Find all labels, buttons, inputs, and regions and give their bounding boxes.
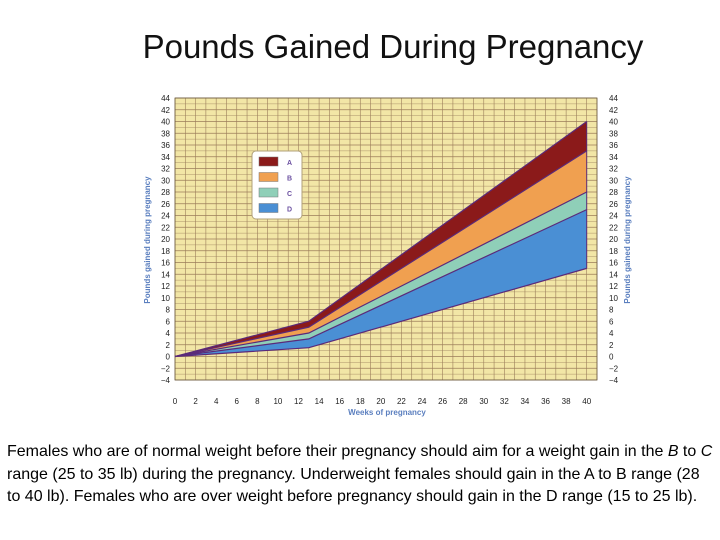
y-tick-label-left: 20 <box>161 235 170 244</box>
y-tick-label-left: 4 <box>166 329 171 338</box>
boundary-line <box>174 191 587 358</box>
y-tick-label-right: 6 <box>609 317 614 326</box>
y-tick-label-left: 12 <box>161 282 170 291</box>
x-tick-label: 2 <box>193 397 198 406</box>
x-tick-label: 14 <box>315 397 324 406</box>
y-tick-label-right: 34 <box>609 153 618 162</box>
y-tick-label-right: 18 <box>609 247 618 256</box>
x-tick-label: 20 <box>376 397 385 406</box>
plot-frame <box>174 97 598 381</box>
legend-label-b: B <box>287 176 292 183</box>
y-tick-label-right: 22 <box>609 223 618 232</box>
y-tick-label-left: 2 <box>166 341 171 350</box>
x-tick-label: 12 <box>294 397 303 406</box>
legend-box <box>251 150 303 220</box>
x-tick-label: 30 <box>479 397 488 406</box>
page-title: Pounds Gained During Pregnancy <box>142 28 644 65</box>
y-tick-label-right: 24 <box>609 212 618 221</box>
y-tick-label-right: 36 <box>609 141 618 150</box>
y-tick-label-right: 20 <box>609 235 618 244</box>
legend-label-d: D <box>287 207 292 214</box>
y-tick-label-left: 28 <box>161 188 170 197</box>
y-tick-label-right: 16 <box>609 259 618 268</box>
x-tick-label: 38 <box>562 397 571 406</box>
caption-text-1: Females who are of normal weight before … <box>7 443 668 460</box>
y-tick-label-left: 44 <box>161 94 170 103</box>
y-tick-label-left: 42 <box>161 106 170 115</box>
legend-swatch-d <box>258 203 279 213</box>
x-tick-label: 6 <box>235 397 240 406</box>
x-tick-label: 16 <box>335 397 344 406</box>
y-tick-label-left: 26 <box>161 200 170 209</box>
y-tick-label-right: 40 <box>609 118 618 127</box>
x-tick-label: 32 <box>500 397 509 406</box>
y-tick-label-left: 16 <box>161 259 170 268</box>
boundary-line <box>174 267 587 358</box>
boundary-line <box>174 150 588 358</box>
x-tick-label: 34 <box>520 397 529 406</box>
x-tick-label: 0 <box>173 397 178 406</box>
x-tick-label: 10 <box>273 397 282 406</box>
x-tick-label: 36 <box>541 397 550 406</box>
y-tick-label-left: −4 <box>161 376 171 385</box>
y-tick-label-left: 18 <box>161 247 170 256</box>
y-tick-label-left: 38 <box>161 129 170 138</box>
caption-range-c: C <box>700 443 713 460</box>
legend-swatch-a <box>258 156 279 167</box>
y-tick-label-left: 36 <box>161 141 170 150</box>
y-tick-label-left: 32 <box>161 165 170 174</box>
y-tick-label-left: −2 <box>161 364 171 373</box>
y-tick-label-left: 0 <box>166 353 171 362</box>
y-tick-label-right: 44 <box>609 94 618 103</box>
y-tick-label-left: 6 <box>166 317 171 326</box>
legend-swatch-b <box>258 172 279 182</box>
y-tick-label-right: 42 <box>609 106 618 115</box>
y-tick-label-right: 28 <box>609 188 618 197</box>
legend-swatch-c <box>258 187 279 198</box>
caption-range-b: B <box>667 443 679 460</box>
chart-caption: Females who are of normal weight before … <box>7 441 713 509</box>
y-tick-label-right: 10 <box>609 294 618 303</box>
y-tick-label-left: 34 <box>161 153 170 162</box>
y-tick-label-left: 10 <box>161 294 170 303</box>
legend-label-c: C <box>287 191 292 198</box>
caption-text-2: to <box>678 443 701 460</box>
y-tick-label-right: 0 <box>609 353 614 362</box>
y-tick-label-left: 24 <box>161 212 170 221</box>
y-tick-label-right: 26 <box>609 200 618 209</box>
y-tick-label-right: 14 <box>609 270 618 279</box>
y-tick-label-right: 30 <box>609 176 618 185</box>
x-tick-label: 28 <box>459 397 468 406</box>
legend-label-a: A <box>287 160 292 167</box>
x-tick-label: 24 <box>418 397 427 406</box>
y-tick-label-left: 40 <box>161 118 170 127</box>
boundary-line <box>174 121 588 358</box>
y-tick-label-right: 2 <box>609 341 614 350</box>
x-tick-label: 26 <box>438 397 447 406</box>
y-tick-label-left: 14 <box>161 270 170 279</box>
x-tick-label: 4 <box>214 397 219 406</box>
y-tick-label-right: −4 <box>609 376 619 385</box>
caption-text-3: range (25 to 35 lb) during the pregnancy… <box>7 465 700 506</box>
boundary-line <box>174 209 587 358</box>
x-tick-label: 40 <box>582 397 591 406</box>
y-tick-label-left: 8 <box>166 306 171 315</box>
x-tick-label: 18 <box>356 397 365 406</box>
x-axis-label: Weeks of pregnancy <box>348 408 426 417</box>
y-tick-label-right: 4 <box>609 329 614 338</box>
y-axis-label-left: Pounds gained during pregnancy <box>143 176 152 304</box>
y-tick-label-right: 32 <box>609 165 618 174</box>
y-tick-label-right: −2 <box>609 364 619 373</box>
x-tick-label: 22 <box>397 397 406 406</box>
y-tick-label-right: 8 <box>609 306 614 315</box>
y-tick-label-left: 30 <box>161 176 170 185</box>
y-tick-label-right: 38 <box>609 129 618 138</box>
y-tick-label-right: 12 <box>609 282 618 291</box>
x-tick-label: 8 <box>255 397 260 406</box>
y-axis-label-right: Pounds gained during pregnancy <box>623 176 632 304</box>
y-tick-label-left: 22 <box>161 223 170 232</box>
